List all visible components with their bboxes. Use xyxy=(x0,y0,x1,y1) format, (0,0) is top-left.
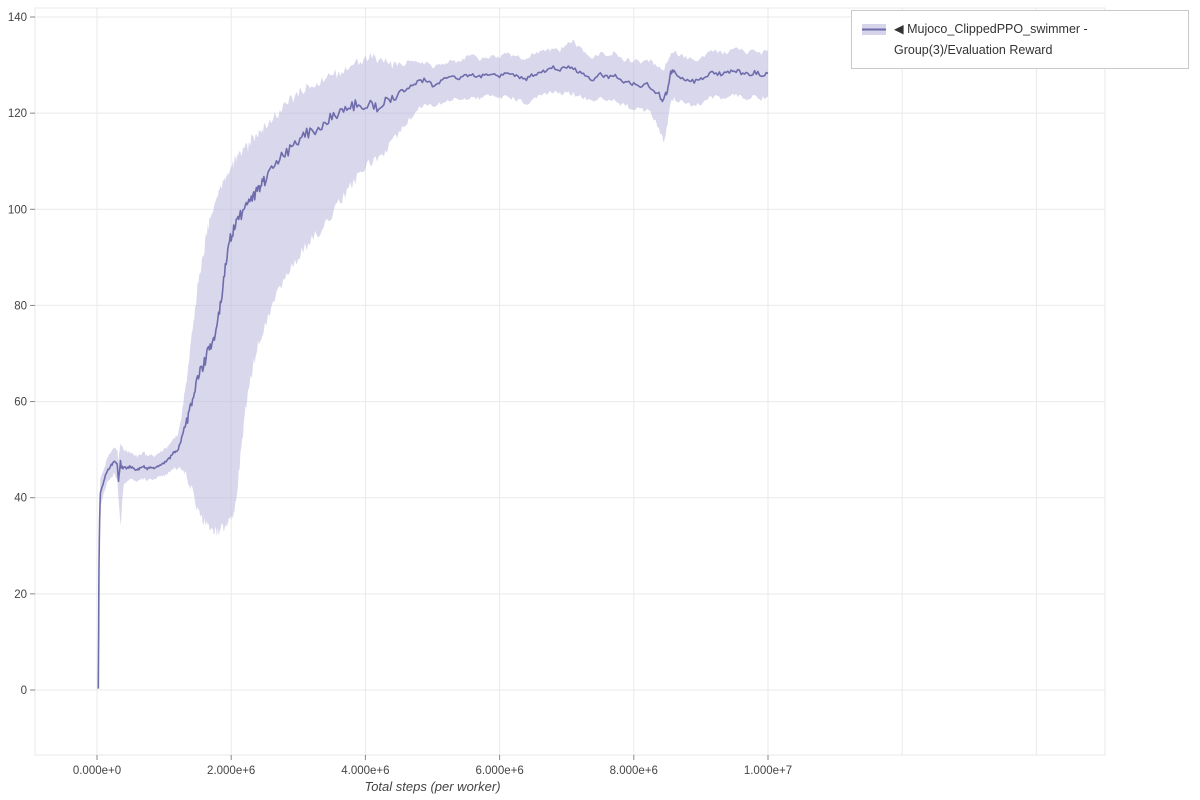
y-tick-label: 140 xyxy=(8,12,27,24)
x-tick-label: 2.000e+6 xyxy=(207,765,255,777)
reward-mean-line xyxy=(97,65,769,689)
y-tick-label: 80 xyxy=(14,300,27,312)
x-axis-title: Total steps (per worker) xyxy=(364,779,501,794)
y-tick-label: 60 xyxy=(14,397,27,409)
y-tick-label: 120 xyxy=(8,108,27,120)
x-tick-label: 0.000e+0 xyxy=(73,765,121,777)
legend-series-label: ◀ Mujoco_ClippedPPO_swimmer - Group(3)/E… xyxy=(894,22,1088,57)
x-tick-label: 8.000e+6 xyxy=(610,765,658,777)
x-tick-label: 4.000e+6 xyxy=(341,765,389,777)
legend-series-swatch-icon xyxy=(862,24,886,35)
y-tick-label: 0 xyxy=(21,685,27,697)
x-tick-label: 1.000e+7 xyxy=(744,765,792,777)
y-tick-label: 100 xyxy=(8,204,27,216)
reward-uncertainty-band xyxy=(98,39,769,691)
legend[interactable]: ◀ Mujoco_ClippedPPO_swimmer - Group(3)/E… xyxy=(851,10,1189,70)
y-tick-label: 40 xyxy=(14,493,27,505)
x-tick-label: 6.000e+6 xyxy=(475,765,523,777)
y-tick-label: 20 xyxy=(14,589,27,601)
